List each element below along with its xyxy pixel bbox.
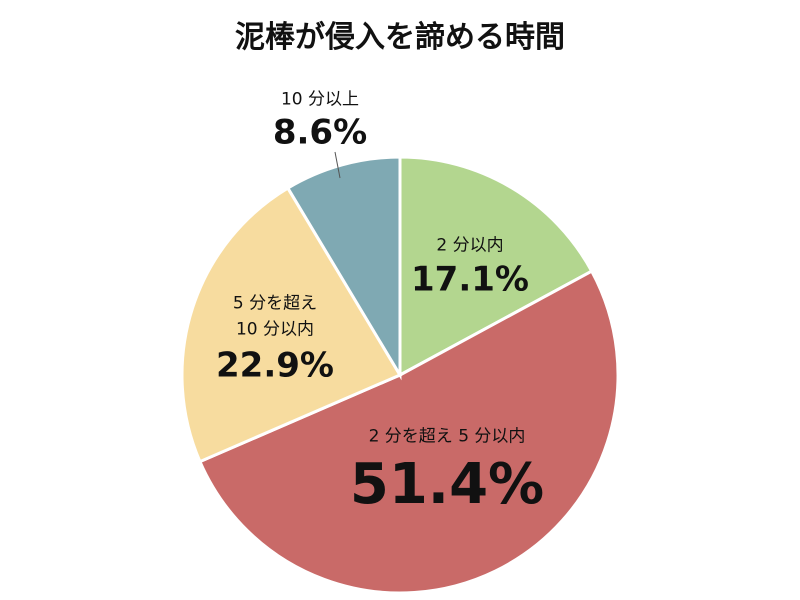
- value-label: 51.4%: [349, 452, 545, 517]
- pie-slice: [197, 269, 620, 595]
- slice-label: 5 分を超え 10 分以内: [232, 293, 318, 340]
- leader-line: [334, 151, 341, 179]
- value-label: 22.9%: [216, 345, 334, 386]
- pie-slice: [180, 186, 403, 464]
- pie-slice: [398, 155, 594, 378]
- value-label: 8.6%: [272, 112, 368, 153]
- slice-label: 2 分以内: [436, 235, 504, 256]
- value-label: 17.1%: [411, 259, 529, 300]
- chart-title: 泥棒が侵入を諦める時間: [235, 20, 565, 55]
- pie-slice: [285, 155, 402, 381]
- slice-label: 10 分以上: [280, 89, 360, 110]
- slice-label: 2 分を超え 5 分以内: [368, 426, 526, 447]
